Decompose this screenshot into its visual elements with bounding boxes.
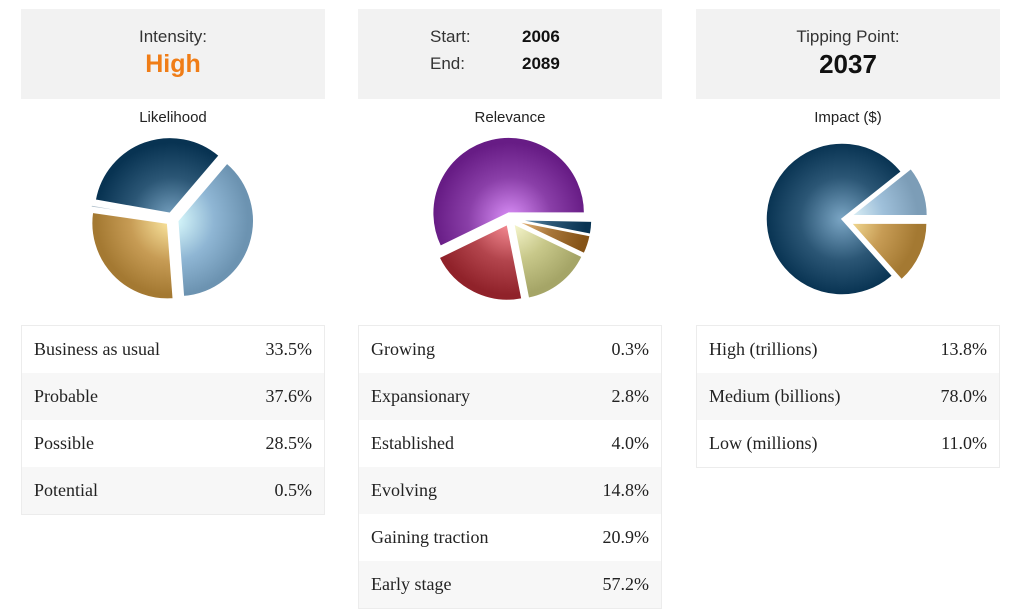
row-value: 13.8% (940, 339, 988, 359)
row-value: 37.6% (265, 386, 313, 406)
table-row-established: Established 4.0% (359, 420, 661, 467)
likelihood-column: Intensity: High Likelihood Business as u… (21, 9, 325, 515)
intensity-label: Intensity: (138, 27, 208, 46)
row-label: Business as usual (34, 339, 160, 359)
row-value: 0.3% (611, 339, 650, 359)
table-row-evolving: Evolving 14.8% (359, 467, 661, 514)
table-row-gaining-traction: Gaining traction 20.9% (359, 514, 661, 561)
start-row: Start: 2006 (430, 27, 590, 46)
pie-slice-possible[interactable] (90, 211, 175, 300)
end-value: 2089 (522, 54, 560, 73)
row-value: 78.0% (940, 386, 988, 406)
row-label: Growing (371, 339, 435, 359)
table-row-business-as-usual: Business as usual 33.5% (22, 326, 324, 373)
pie-slice-evolving[interactable] (512, 222, 584, 300)
likelihood-chart-title: Likelihood (139, 109, 207, 126)
row-value: 11.0% (941, 433, 987, 453)
pie-slice-high-trillions[interactable] (849, 222, 928, 281)
pie-slice-potential[interactable] (90, 203, 167, 219)
table-row-potential: Potential 0.5% (22, 467, 324, 514)
table-row-low-millions: Low (millions) 11.0% (697, 420, 999, 467)
end-label: End: (430, 54, 465, 73)
row-label: Established (371, 433, 454, 453)
pie-slice-gaining-traction[interactable] (437, 223, 523, 302)
impact-column: Tipping Point: 2037 Impact ($) High (tri… (696, 9, 1000, 468)
row-label: High (trillions) (709, 339, 818, 359)
row-label: Probable (34, 386, 98, 406)
pie-slice-established[interactable] (515, 220, 592, 255)
row-label: Low (millions) (709, 433, 818, 453)
likelihood-pie-chart (21, 133, 325, 319)
pie-slice-low-millions[interactable] (849, 167, 929, 217)
row-value: 4.0% (611, 433, 650, 453)
end-row: End: 2089 (430, 54, 590, 73)
tipping-point-panel: Tipping Point: 2037 (696, 9, 1000, 99)
date-range: Start: 2006 End: 2089 (430, 9, 590, 73)
row-value: 2.8% (611, 386, 650, 406)
pie-slice-early-stage[interactable] (431, 136, 586, 248)
row-label: Evolving (371, 480, 437, 500)
table-row-possible: Possible 28.5% (22, 420, 324, 467)
relevance-column: Start: 2006 End: 2089 Relevance Growing 0… (358, 9, 662, 609)
intensity-panel: Intensity: High (21, 9, 325, 99)
relevance-pie-svg (431, 136, 593, 302)
table-row-high-trillions: High (trillions) 13.8% (697, 326, 999, 373)
row-label: Medium (billions) (709, 386, 841, 406)
pie-slice-business-as-usual[interactable] (94, 136, 221, 215)
tipping-point-value: 2037 (819, 49, 877, 79)
table-row-growing: Growing 0.3% (359, 326, 661, 373)
row-label: Expansionary (371, 386, 470, 406)
row-label: Gaining traction (371, 527, 489, 547)
row-value: 57.2% (602, 574, 650, 594)
start-value: 2006 (522, 27, 560, 46)
row-value: 14.8% (602, 480, 650, 500)
row-value: 0.5% (274, 480, 313, 500)
row-value: 20.9% (602, 527, 650, 547)
tipping-point-label: Tipping Point: (796, 27, 900, 46)
relevance-chart-title: Relevance (474, 109, 546, 126)
relevance-pie-chart (358, 133, 662, 319)
row-value: 33.5% (265, 339, 313, 359)
impact-pie-svg (765, 142, 929, 296)
row-value: 28.5% (265, 433, 313, 453)
date-range-panel: Start: 2006 End: 2089 (358, 9, 662, 99)
table-row-early-stage: Early stage 57.2% (359, 561, 661, 608)
table-row-probable: Probable 37.6% (22, 373, 324, 420)
intensity-value: High (145, 50, 201, 78)
table-row-medium-billions: Medium (billions) 78.0% (697, 373, 999, 420)
pie-slice-expansionary[interactable] (515, 218, 593, 236)
table-row-expansionary: Expansionary 2.8% (359, 373, 661, 420)
likelihood-table: Business as usual 33.5% Probable 37.6% Possi… (21, 325, 325, 515)
row-label: Potential (34, 480, 98, 500)
likelihood-pie-svg (90, 136, 255, 300)
impact-chart-title: Impact ($) (814, 109, 882, 126)
impact-pie-chart (696, 133, 1000, 319)
start-label: Start: (430, 27, 471, 46)
row-label: Early stage (371, 574, 452, 594)
impact-table: High (trillions) 13.8% Medium (billions) 78… (696, 325, 1000, 468)
pie-slice-medium-billions[interactable] (765, 142, 903, 296)
relevance-table: Growing 0.3% Expansionary 2.8% Established 4.… (358, 325, 662, 609)
pie-slice-probable[interactable] (176, 161, 255, 298)
row-label: Possible (34, 433, 95, 453)
